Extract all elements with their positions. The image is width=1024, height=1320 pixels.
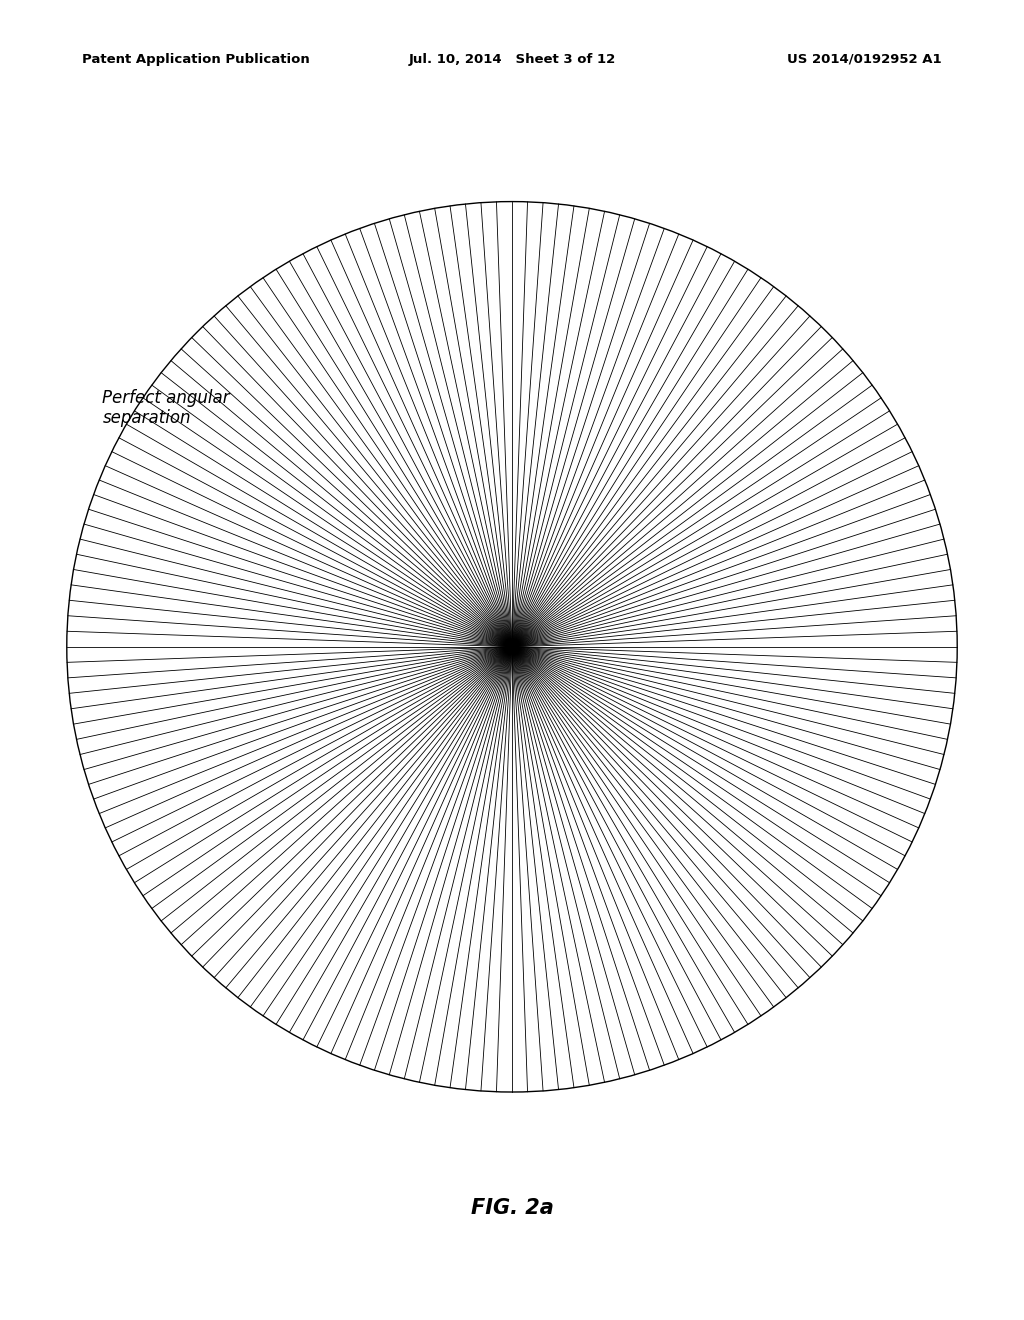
Text: FIG. 2a: FIG. 2a	[471, 1197, 553, 1218]
Text: US 2014/0192952 A1: US 2014/0192952 A1	[787, 53, 942, 66]
Circle shape	[507, 642, 517, 652]
Text: Patent Application Publication: Patent Application Publication	[82, 53, 309, 66]
Text: Perfect angular
separation: Perfect angular separation	[102, 388, 230, 428]
Text: Jul. 10, 2014   Sheet 3 of 12: Jul. 10, 2014 Sheet 3 of 12	[409, 53, 615, 66]
